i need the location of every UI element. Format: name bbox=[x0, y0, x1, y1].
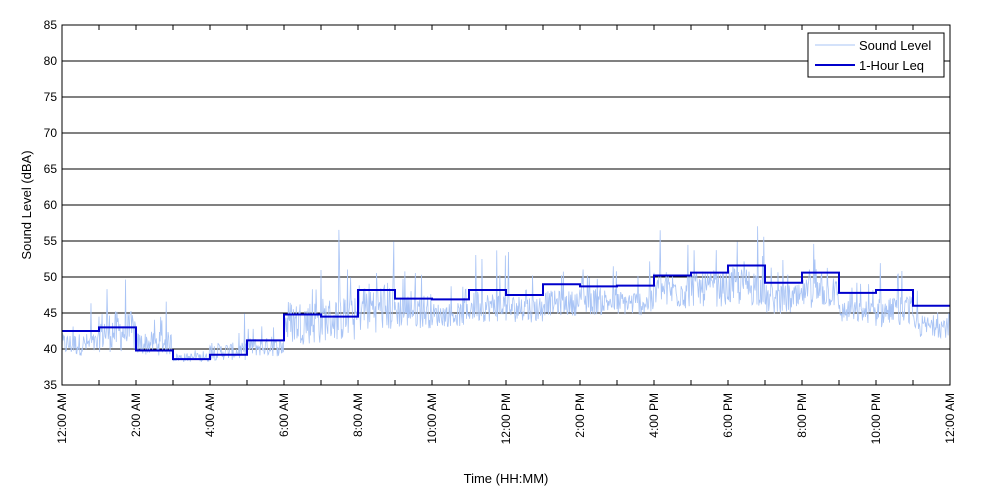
plot-frame bbox=[61, 24, 951, 386]
y-tick-label: 35 bbox=[44, 378, 58, 392]
x-tick-label: 2:00 AM bbox=[129, 393, 143, 437]
x-tick-label: 12:00 PM bbox=[499, 393, 513, 444]
y-axis-ticks: 35 40 45 50 55 60 65 70 75 80 85 bbox=[44, 18, 58, 392]
series-sound-level bbox=[61, 226, 951, 363]
x-tick-label: 6:00 AM bbox=[277, 393, 291, 437]
x-tick-label: 2:00 PM bbox=[573, 393, 587, 438]
x-tick-label: 8:00 PM bbox=[795, 393, 809, 438]
y-tick-label: 75 bbox=[44, 90, 58, 104]
series-1-hour-leq bbox=[62, 264, 950, 361]
x-tick-label: 4:00 AM bbox=[203, 393, 217, 437]
y-tick-label: 70 bbox=[44, 126, 58, 140]
y-tick-label: 85 bbox=[44, 18, 58, 32]
y-tick-label: 65 bbox=[44, 162, 58, 176]
x-axis-ticks: 12:00 AM 2:00 AM 4:00 AM 6:00 AM 8:00 AM 10:0… bbox=[55, 25, 957, 444]
y-tick-label: 80 bbox=[44, 54, 58, 68]
y-tick-label: 60 bbox=[44, 198, 58, 212]
y-axis-label: Sound Level (dBA) bbox=[19, 150, 34, 259]
y-tick-label: 45 bbox=[44, 306, 58, 320]
x-tick-label: 12:00 AM bbox=[55, 393, 69, 444]
x-tick-label: 12:00 AM bbox=[943, 393, 957, 444]
x-tick-label: 4:00 PM bbox=[647, 393, 661, 438]
legend: Sound Level 1-Hour Leq bbox=[807, 32, 945, 78]
y-tick-label: 50 bbox=[44, 270, 58, 284]
legend-label-leq: 1-Hour Leq bbox=[859, 58, 924, 73]
x-tick-label: 10:00 PM bbox=[869, 393, 883, 444]
y-tick-label: 55 bbox=[44, 234, 58, 248]
legend-label-sound-level: Sound Level bbox=[859, 38, 931, 53]
y-tick-label: 40 bbox=[44, 342, 58, 356]
x-tick-label: 8:00 AM bbox=[351, 393, 365, 437]
legend-box bbox=[807, 32, 945, 78]
x-tick-label: 6:00 PM bbox=[721, 393, 735, 438]
x-axis-label: Time (HH:MM) bbox=[464, 471, 549, 486]
x-tick-label: 10:00 AM bbox=[425, 393, 439, 444]
series-layer bbox=[61, 226, 951, 363]
